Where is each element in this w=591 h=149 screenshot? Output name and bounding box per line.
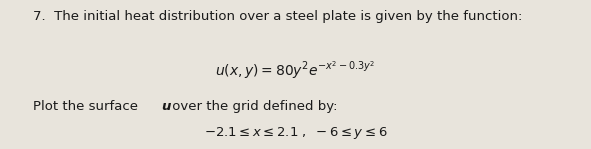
Text: $u(x, y)= 80y^2e^{-x^2-0.3y^2}$: $u(x, y)= 80y^2e^{-x^2-0.3y^2}$ — [215, 60, 376, 81]
Text: over the grid defined by:: over the grid defined by: — [168, 100, 338, 113]
Text: u: u — [161, 100, 171, 113]
Text: $-2.1 \leq x \leq 2.1\ ,\ -6 \leq y \leq 6$: $-2.1 \leq x \leq 2.1\ ,\ -6 \leq y \leq… — [204, 125, 387, 141]
Text: 7.  The initial heat distribution over a steel plate is given by the function:: 7. The initial heat distribution over a … — [33, 10, 522, 23]
Text: Plot the surface: Plot the surface — [33, 100, 142, 113]
